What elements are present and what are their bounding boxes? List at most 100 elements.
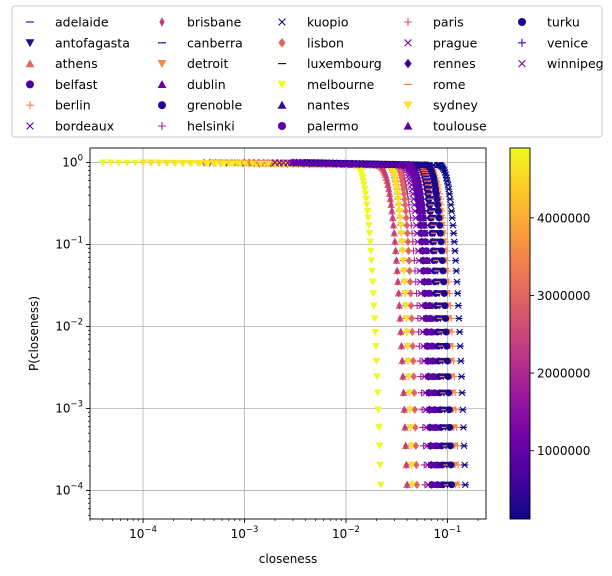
data-point xyxy=(398,327,404,337)
data-point xyxy=(406,424,415,432)
legend-item-rome: rome xyxy=(404,77,466,92)
legend-label: venice xyxy=(547,35,588,50)
data-point xyxy=(426,301,434,309)
data-point xyxy=(201,160,210,168)
data-point xyxy=(364,222,373,230)
legend-item-winnipeg: winnipeg xyxy=(518,56,604,71)
data-point xyxy=(217,160,226,168)
data-point xyxy=(403,441,408,451)
data-point xyxy=(392,237,398,246)
series-palermo xyxy=(289,159,436,489)
legend-item-venice: venice xyxy=(518,35,588,50)
colorbar-tick-label: 2000000 xyxy=(537,367,590,381)
data-point xyxy=(209,160,218,168)
data-point xyxy=(392,185,401,193)
data-point xyxy=(438,257,446,265)
data-point xyxy=(162,159,171,167)
data-point xyxy=(409,167,417,174)
legend-label: luxembourg xyxy=(307,56,382,71)
data-point xyxy=(123,159,131,167)
data-point xyxy=(264,160,273,168)
data-point xyxy=(419,257,427,264)
series-brisbane xyxy=(201,158,410,490)
colorbar-tick-label: 4000000 xyxy=(537,211,590,225)
data-point xyxy=(401,200,409,210)
legend-item-athens: athens xyxy=(25,56,98,71)
legend-marker xyxy=(158,122,166,130)
data-point xyxy=(370,315,379,323)
colorbar: 1000000 2000000 3000000 4000000 xyxy=(509,147,590,520)
data-point xyxy=(412,423,419,432)
legend-item-berlin: berlin xyxy=(26,98,91,113)
data-point xyxy=(400,267,408,275)
data-point xyxy=(425,289,434,297)
data-point xyxy=(417,221,425,229)
data-point xyxy=(360,185,369,193)
legend-marker xyxy=(404,39,412,47)
data-point xyxy=(362,201,371,209)
data-point xyxy=(170,159,179,167)
data-point xyxy=(426,424,434,431)
data-point xyxy=(396,222,405,230)
data-point xyxy=(424,357,432,365)
data-point xyxy=(433,328,441,336)
legend-marker xyxy=(403,121,413,130)
data-point xyxy=(365,230,374,238)
data-point xyxy=(441,302,449,310)
legend-label: prague xyxy=(433,35,478,50)
legend-label: toulouse xyxy=(433,119,487,134)
data-point xyxy=(391,229,397,238)
data-point xyxy=(372,357,381,365)
data-point xyxy=(194,160,202,168)
data-point xyxy=(397,301,402,310)
data-point xyxy=(131,159,139,167)
data-point xyxy=(368,267,376,275)
x-axis-label: closeness xyxy=(259,552,317,566)
series-melbourne xyxy=(98,159,385,489)
data-point xyxy=(393,190,402,198)
data-point xyxy=(248,160,257,168)
data-point xyxy=(443,342,451,350)
legend-marker xyxy=(277,80,287,89)
data-point xyxy=(438,461,446,469)
data-point xyxy=(415,328,423,336)
y-tick-label: 10−4 xyxy=(55,482,83,498)
data-point xyxy=(375,442,384,450)
data-point xyxy=(405,256,413,265)
data-point xyxy=(403,343,412,351)
data-point xyxy=(446,442,454,450)
x-tick-label: 10−4 xyxy=(129,525,157,541)
data-point xyxy=(397,314,403,323)
data-point xyxy=(448,481,456,489)
data-point xyxy=(410,372,417,381)
data-point xyxy=(408,165,416,172)
series-athens xyxy=(230,158,411,488)
data-point xyxy=(400,189,408,199)
data-point xyxy=(404,480,410,490)
data-point xyxy=(404,357,412,365)
data-point xyxy=(401,405,407,414)
y-axis: 100 10−1 10−2 10−3 10−4 xyxy=(55,153,90,516)
data-point xyxy=(445,389,453,397)
data-point xyxy=(443,357,451,365)
legend-marker xyxy=(278,18,286,26)
data-point xyxy=(98,159,107,167)
data-point xyxy=(367,257,376,265)
legend-marker xyxy=(404,18,412,26)
x-axis: 10−4 10−3 10−2 10−1 xyxy=(89,519,479,541)
legend-label: rome xyxy=(433,77,466,92)
data-point xyxy=(362,195,370,203)
data-point xyxy=(408,481,417,489)
data-point xyxy=(433,314,441,322)
data-point xyxy=(433,195,441,203)
data-point xyxy=(417,373,425,381)
data-point xyxy=(366,238,374,246)
data-point xyxy=(435,373,443,381)
data-point xyxy=(409,327,416,337)
data-point xyxy=(446,423,454,431)
data-point xyxy=(390,213,395,223)
data-point xyxy=(394,195,402,203)
data-point xyxy=(432,441,441,449)
data-point xyxy=(407,442,415,450)
data-point xyxy=(409,341,416,351)
